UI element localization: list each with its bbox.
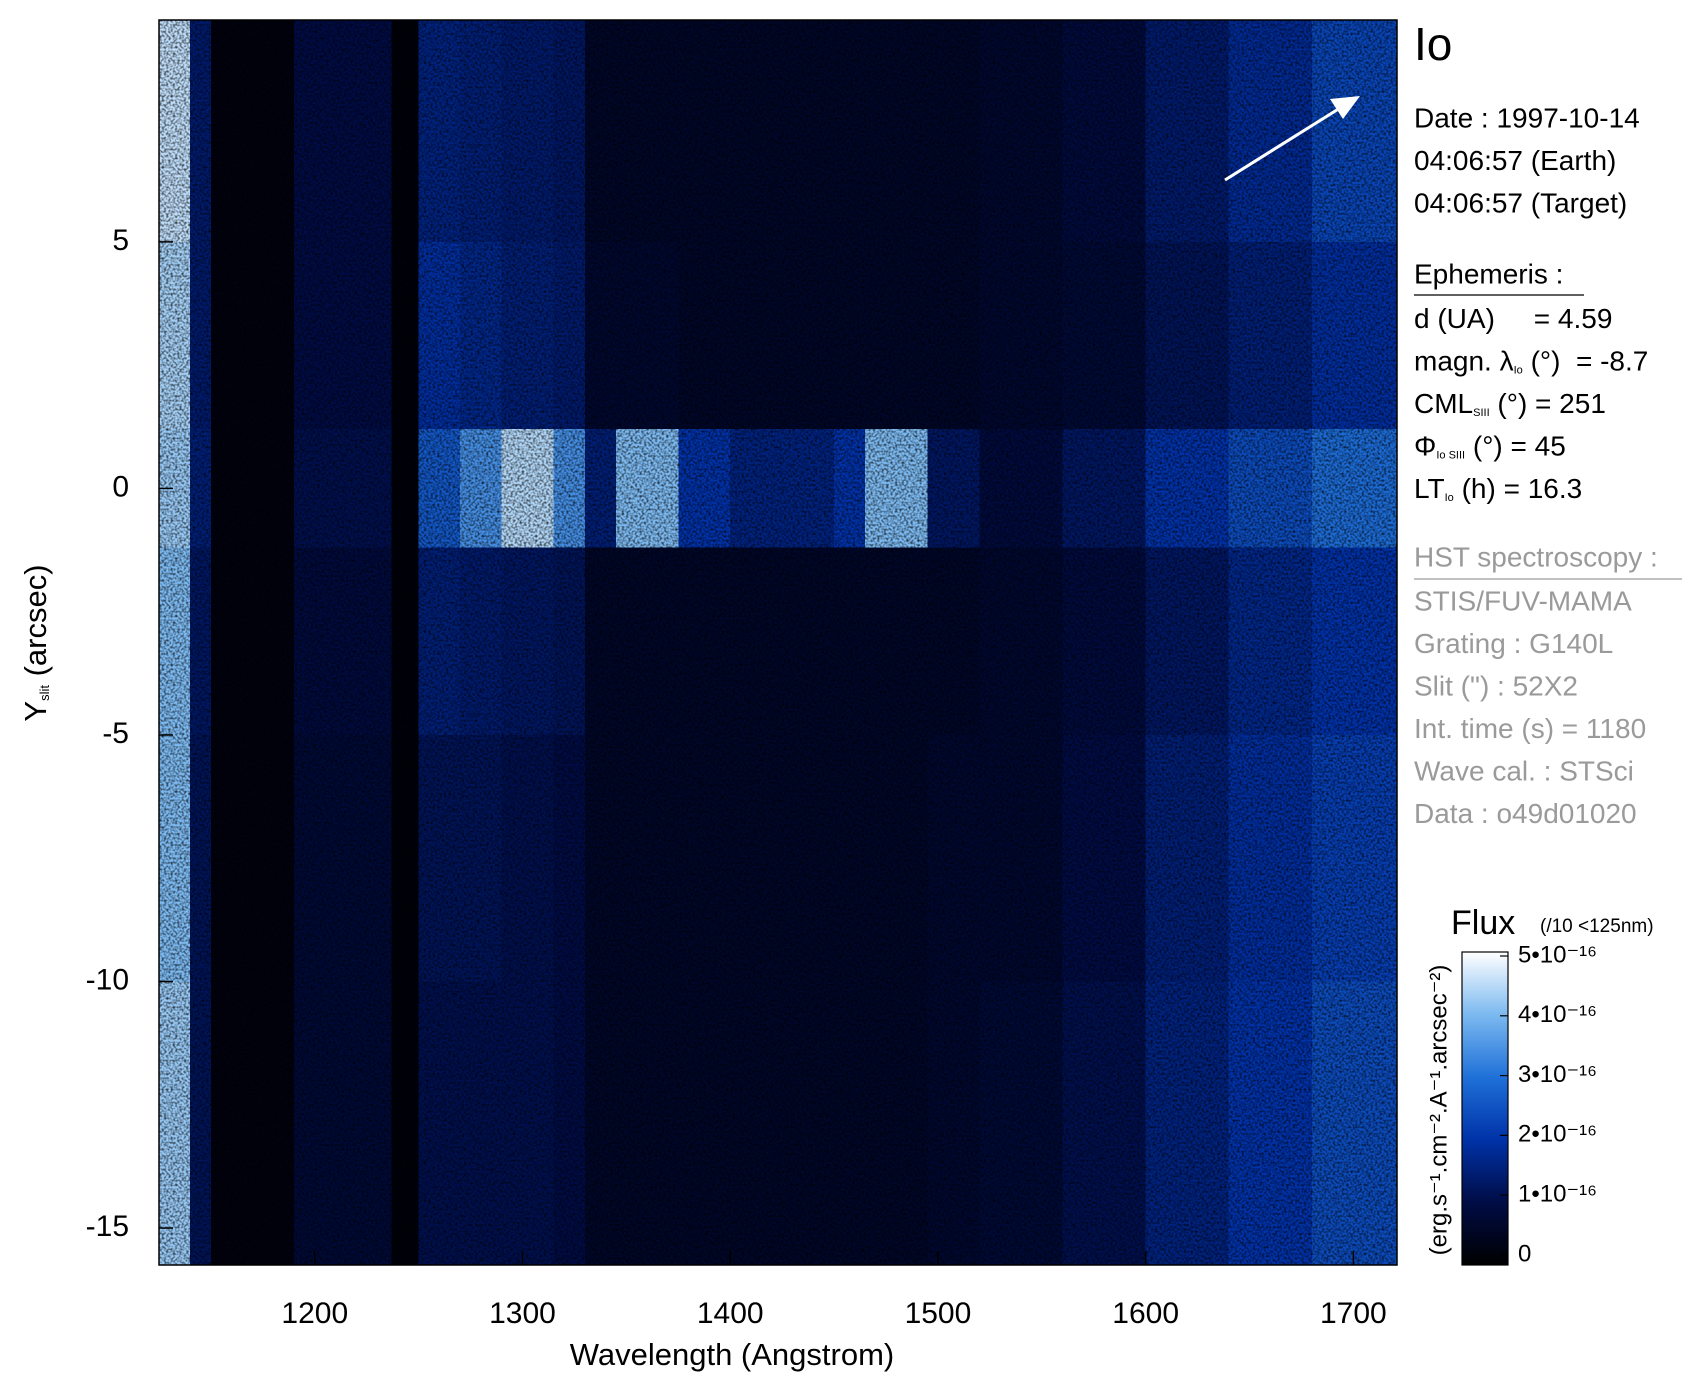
hst-line: STIS/FUV-MAMA — [1414, 585, 1632, 616]
ephemeris-rest: (h) = 16.3 — [1454, 473, 1582, 504]
y-tick-label: 5 — [112, 224, 129, 257]
hst-line: Grating : G140L — [1414, 628, 1613, 659]
ephemeris-text: CML — [1414, 388, 1473, 419]
x-tick-label: 1500 — [905, 1297, 972, 1330]
y-tick-label: -15 — [86, 1210, 129, 1243]
hst-line: Wave cal. : STSci — [1414, 755, 1634, 786]
hst-title: HST spectroscopy : — [1414, 541, 1658, 572]
colorbar-tick-label: 5•10⁻¹⁶ — [1518, 941, 1597, 968]
y-tick-label: -10 — [86, 963, 129, 996]
ephemeris-text: d (UA) = 4.59 — [1414, 303, 1612, 334]
ephemeris-line: magn. λIo (°) = -8.7 — [1414, 346, 1648, 377]
ephemeris-rest: (°) = 45 — [1465, 431, 1566, 462]
ephemeris-line: LTIo (h) = 16.3 — [1414, 473, 1582, 504]
ephemeris-sub: Io SIII — [1436, 449, 1465, 461]
y-label-sub: slit — [37, 685, 52, 701]
y-label-rest: (arcsec) — [18, 564, 53, 685]
plot-frame — [158, 19, 1398, 1266]
ephemeris-text: Φ — [1414, 431, 1436, 462]
colorbar-units: (erg.s⁻¹.cm⁻².A⁻¹.arcsec⁻²) — [1425, 965, 1452, 1256]
target-name: Io — [1414, 18, 1452, 70]
ephemeris-line: CMLSIII (°) = 251 — [1414, 388, 1606, 419]
x-tick-label: 1700 — [1320, 1297, 1387, 1330]
ephemeris-sub: Io — [1445, 492, 1454, 504]
colorbar-tick-label: 0 — [1518, 1240, 1531, 1267]
ephemeris-text: magn. λ — [1414, 346, 1514, 377]
colorbar-tick-label: 4•10⁻¹⁶ — [1518, 1001, 1597, 1028]
axes: 1200 1300 1400 1500 1600 1700 -15 -10 -5 0 5 — [86, 224, 1387, 1330]
colorbar-scale — [1461, 951, 1509, 1266]
colorbar-tick-label: 2•10⁻¹⁶ — [1518, 1121, 1597, 1148]
hst-line: Int. time (s) = 1180 — [1414, 713, 1646, 744]
info-panel: Io Date : 1997-10-14 04:06:57 (Earth) 04:06… — [1414, 18, 1682, 829]
colorbar-note: (/10 <125nm) — [1540, 916, 1654, 937]
date-line: 04:06:57 (Target) — [1414, 187, 1627, 218]
x-tick-label: 1200 — [281, 1297, 348, 1330]
y-tick-label: -5 — [102, 717, 129, 750]
x-tick-label: 1300 — [489, 1297, 556, 1330]
ephemeris-text: LT — [1414, 473, 1445, 504]
colorbar-tick-label: 1•10⁻¹⁶ — [1518, 1181, 1597, 1208]
ephemeris-sub: Io — [1514, 364, 1523, 376]
y-axis-label: Yslit (arcsec) — [18, 564, 53, 721]
ephemeris-line: d (UA) = 4.59 — [1414, 303, 1612, 334]
x-axis-label: Wavelength (Angstrom) — [570, 1337, 894, 1372]
date-line: 04:06:57 (Earth) — [1414, 145, 1616, 176]
arrow-head — [1330, 96, 1360, 119]
x-tick-label: 1400 — [697, 1297, 764, 1330]
y-tick-label: 0 — [112, 470, 129, 503]
ephemeris-rest: (°) = 251 — [1490, 388, 1606, 419]
y-label-main: Y — [18, 701, 53, 722]
direction-arrow — [1224, 106, 1341, 182]
hst-line: Data : o49d01020 — [1414, 798, 1637, 829]
date-line: Date : 1997-10-14 — [1414, 102, 1640, 133]
ephemeris-rest: (°) = -8.7 — [1523, 346, 1649, 377]
colorbar: 0 1•10⁻¹⁶ 2•10⁻¹⁶ 3•10⁻¹⁶ 4•10⁻¹⁶ 5•10⁻¹⁶Flux… — [1425, 904, 1653, 1267]
ephemeris-title: Ephemeris : — [1414, 258, 1563, 289]
colorbar-tick-label: 3•10⁻¹⁶ — [1518, 1061, 1597, 1088]
x-tick-label: 1600 — [1112, 1297, 1179, 1330]
noise-texture — [159, 20, 1397, 1265]
ephemeris-line: ΦIo SIII (°) = 45 — [1414, 431, 1566, 462]
colorbar-title: Flux — [1451, 904, 1515, 942]
hst-line: Slit (") : 52X2 — [1414, 670, 1578, 701]
ephemeris-sub: SIII — [1473, 407, 1490, 419]
